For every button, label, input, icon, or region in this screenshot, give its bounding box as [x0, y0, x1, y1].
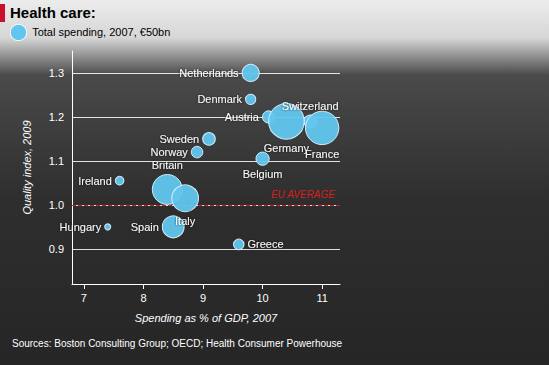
- svg-text:Netherlands: Netherlands: [179, 67, 239, 79]
- svg-text:8: 8: [140, 292, 146, 304]
- svg-text:Germany: Germany: [264, 142, 310, 154]
- svg-text:Spending as % of GDP, 2007: Spending as % of GDP, 2007: [135, 312, 278, 324]
- svg-text:Sources: Boston Consulting Gro: Sources: Boston Consulting Group; OECD; …: [12, 338, 343, 349]
- svg-text:Sweden: Sweden: [159, 133, 199, 145]
- svg-text:1.0: 1.0: [49, 199, 64, 211]
- svg-text:1.2: 1.2: [49, 111, 64, 123]
- svg-text:7: 7: [81, 292, 87, 304]
- svg-text:Belgium: Belgium: [243, 168, 283, 180]
- svg-text:Hungary: Hungary: [60, 221, 102, 233]
- svg-text:Spain: Spain: [131, 221, 159, 233]
- svg-text:9: 9: [200, 292, 206, 304]
- svg-text:Denmark: Denmark: [197, 93, 242, 105]
- svg-text:Total spending, 2007, €50bn: Total spending, 2007, €50bn: [32, 26, 170, 38]
- svg-text:Britain: Britain: [152, 159, 183, 171]
- svg-text:0.9: 0.9: [49, 243, 64, 255]
- svg-text:Greece: Greece: [248, 238, 284, 250]
- svg-text:Switzerland: Switzerland: [282, 100, 339, 112]
- svg-text:1.1: 1.1: [49, 155, 64, 167]
- svg-text:France: France: [305, 148, 339, 160]
- svg-text:Ireland: Ireland: [78, 175, 112, 187]
- svg-text:Austria: Austria: [225, 111, 260, 123]
- svg-text:Quality index, 2009: Quality index, 2009: [21, 120, 33, 214]
- svg-text:Norway: Norway: [151, 146, 189, 158]
- svg-text:Health care:: Health care:: [10, 4, 96, 21]
- svg-text:10: 10: [256, 292, 268, 304]
- svg-text:EU AVERAGE: EU AVERAGE: [271, 189, 335, 200]
- svg-text:Italy: Italy: [175, 215, 196, 227]
- svg-text:11: 11: [316, 292, 327, 304]
- svg-text:1.3: 1.3: [49, 67, 64, 79]
